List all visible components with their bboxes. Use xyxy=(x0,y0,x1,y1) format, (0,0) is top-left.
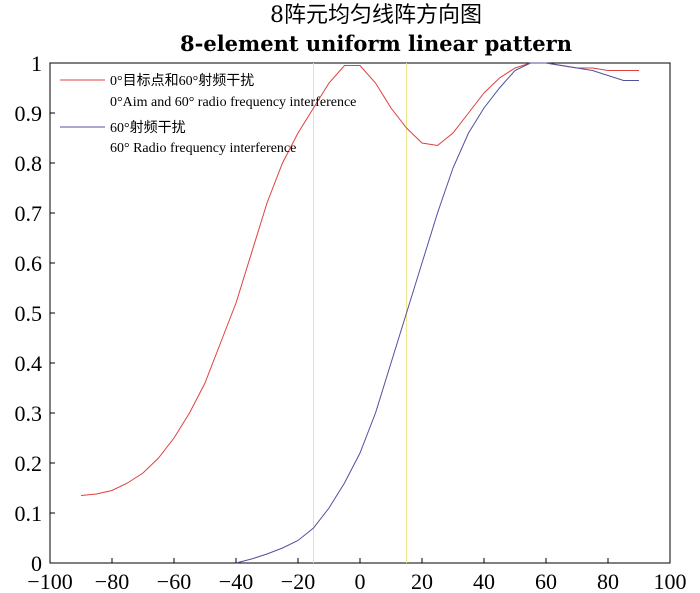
y-tick-label: 0.5 xyxy=(15,301,43,326)
y-tick-label: 0.8 xyxy=(15,151,43,176)
x-tick-label: 0 xyxy=(355,569,366,593)
legend-label-series-0: 0°目标点和60°射频干扰 xyxy=(110,73,254,89)
y-tick-label: 1 xyxy=(31,51,42,76)
x-tick-label: −100 xyxy=(27,569,72,593)
y-tick-label: 0.1 xyxy=(15,501,43,526)
legend-label-series-1-en: 60° Radio frequency interference xyxy=(110,141,296,156)
plot-frame xyxy=(49,62,671,564)
series-line-1 xyxy=(235,62,639,564)
y-tick-label: 0.7 xyxy=(15,201,43,226)
x-tick-label: 60 xyxy=(535,569,557,593)
y-tick-label: 0.9 xyxy=(15,101,43,126)
chart-title: 8阵元均匀线阵方向图 xyxy=(270,3,482,28)
chart-subtitle: 8-element uniform linear pattern xyxy=(180,31,572,56)
legend-label-series-1: 60°射频干扰 xyxy=(110,120,186,136)
y-axis-ticks: 0 0.1 0.2 0.3 0.4 0.5 0.6 0.7 0.8 0.9 1 xyxy=(15,51,55,576)
x-tick-label: −80 xyxy=(95,569,129,593)
x-tick-label: 100 xyxy=(654,569,687,593)
legend: 0°目标点和60°射频干扰 0°Aim and 60° radio freque… xyxy=(60,73,356,156)
y-tick-label: 0.2 xyxy=(15,451,43,476)
y-tick-label: 0.6 xyxy=(15,251,43,276)
x-tick-label: 80 xyxy=(597,569,619,593)
x-tick-label: 20 xyxy=(411,569,433,593)
y-tick-label: 0 xyxy=(31,551,42,576)
x-tick-label: −40 xyxy=(219,569,253,593)
y-tick-label: 0.3 xyxy=(15,401,43,426)
x-tick-label: −60 xyxy=(157,569,191,593)
legend-label-series-0-en: 0°Aim and 60° radio frequency interferen… xyxy=(110,95,356,110)
x-axis-ticks: −100 −80 −60 −40 −20 0 20 40 60 80 100 xyxy=(27,558,687,593)
y-tick-label: 0.4 xyxy=(15,351,43,376)
x-tick-label: −20 xyxy=(281,569,315,593)
x-tick-label: 40 xyxy=(473,569,495,593)
series-layer xyxy=(80,62,639,564)
